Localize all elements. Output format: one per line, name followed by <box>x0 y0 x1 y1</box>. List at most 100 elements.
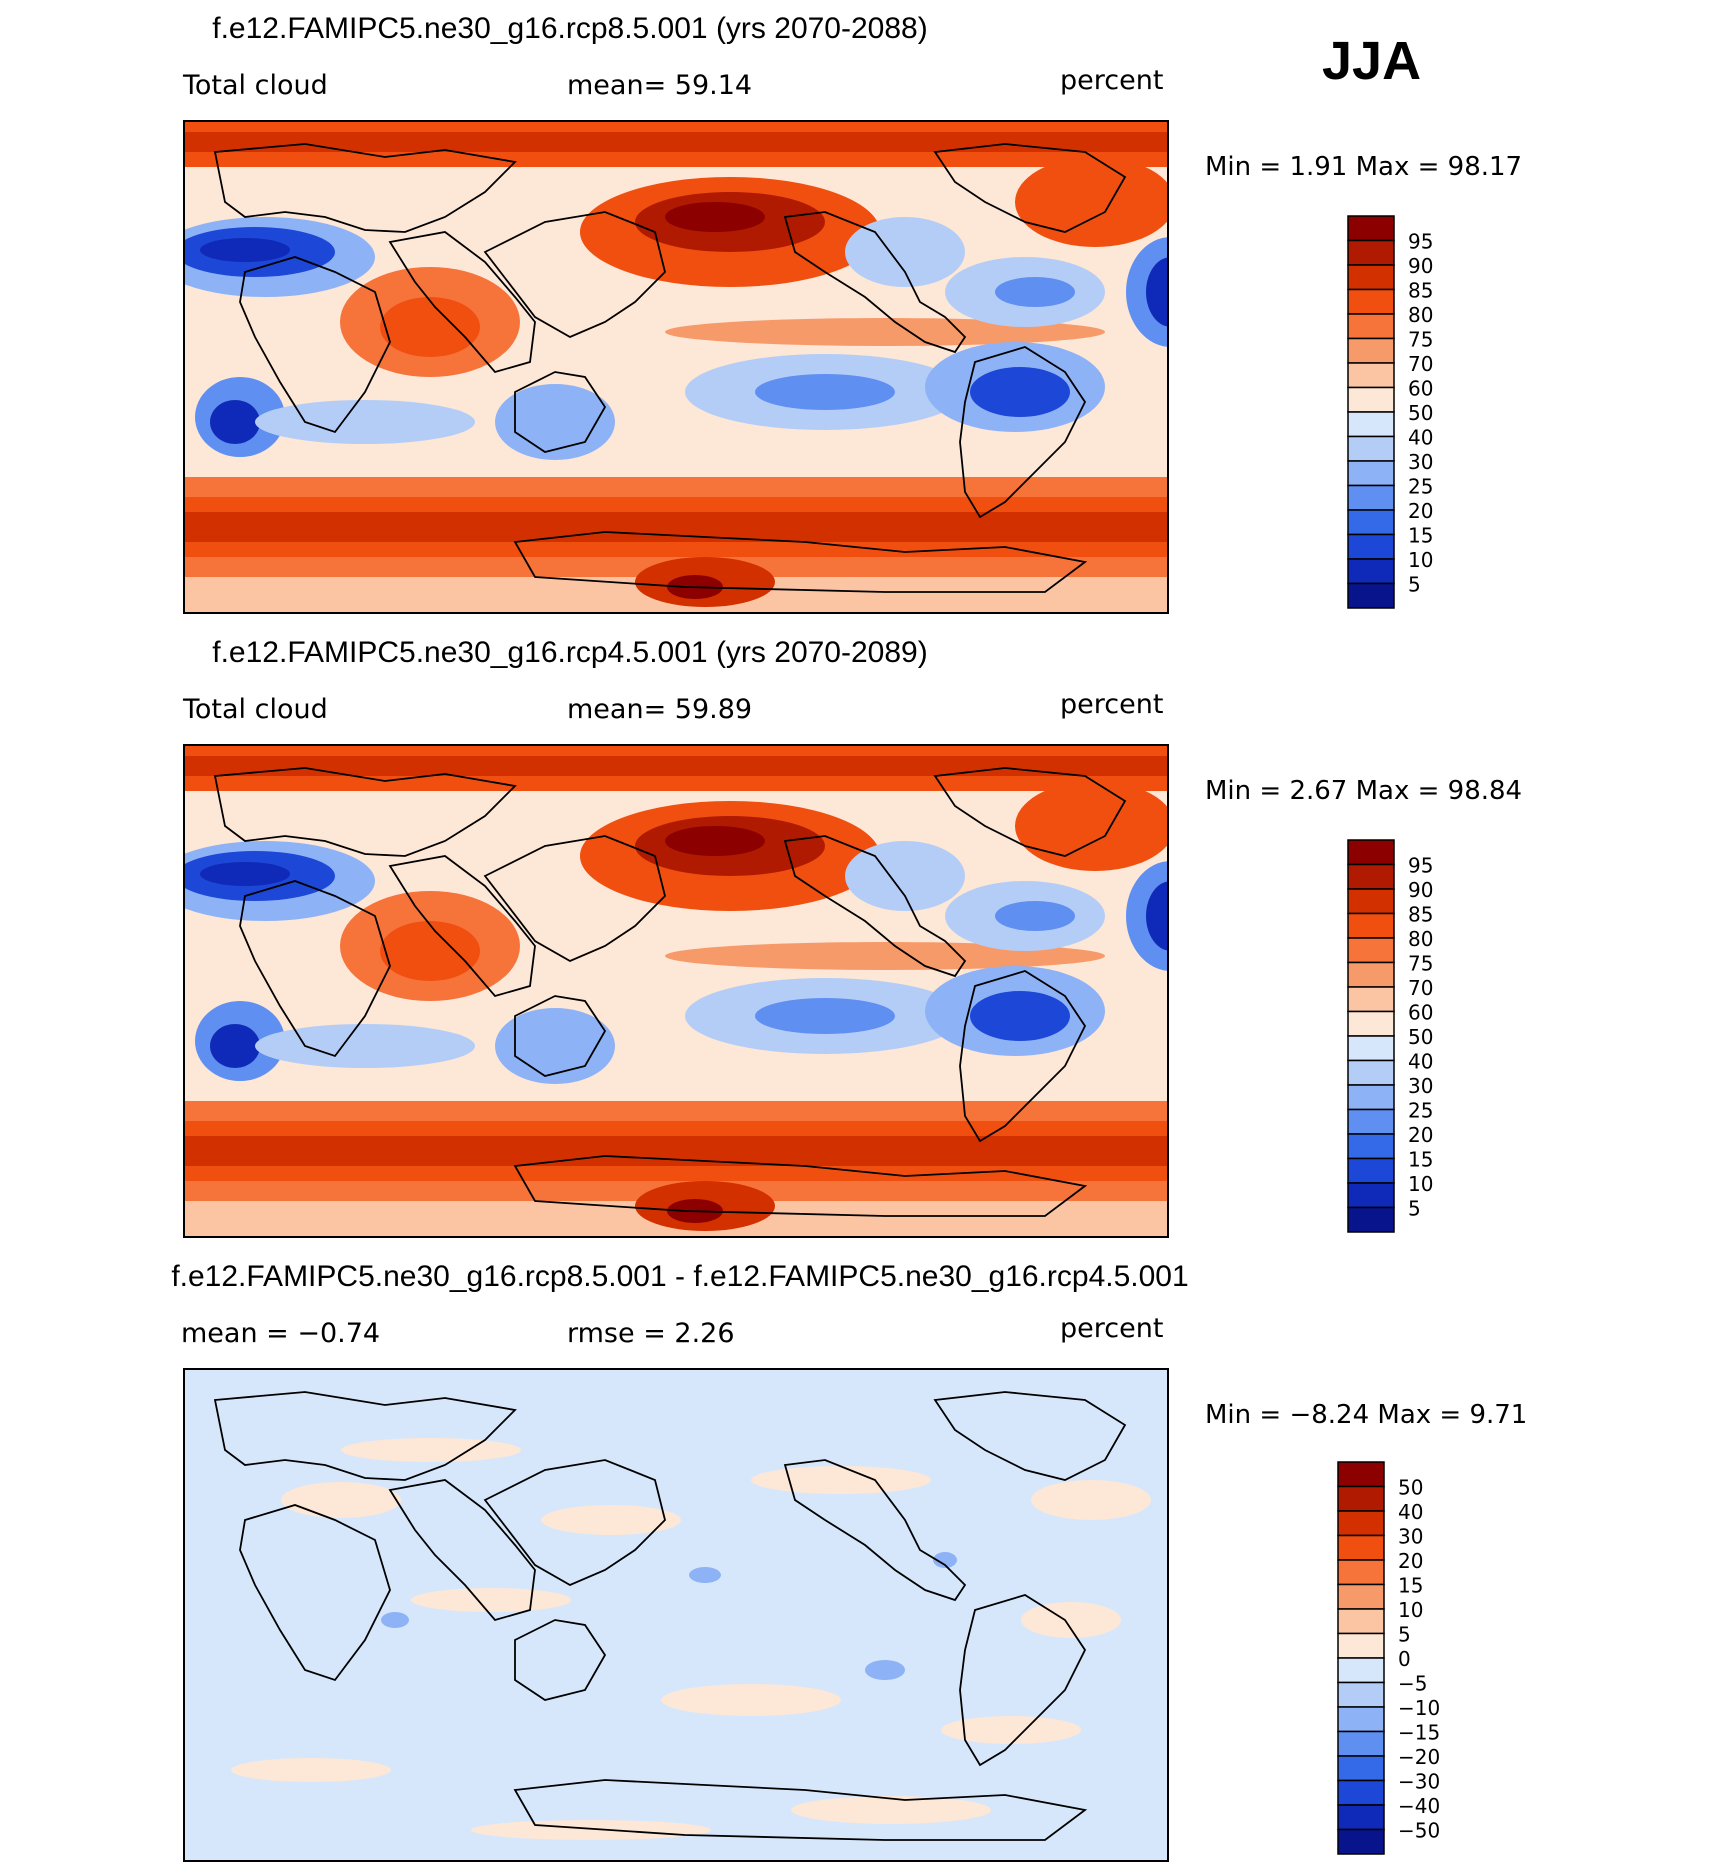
colorbar-label: −20 <box>1398 1745 1440 1769</box>
colorbar-swatch <box>1337 1583 1385 1610</box>
colorbar-swatch <box>1347 239 1395 266</box>
colorbar-label: 90 <box>1408 878 1433 902</box>
cloud-map <box>183 120 1169 614</box>
min-max-label: Min = −8.24 Max = 9.71 <box>1205 1400 1528 1430</box>
colorbar-swatch <box>1347 1059 1395 1086</box>
colorbar-swatch <box>1347 1084 1395 1111</box>
variable-label: Total cloud <box>183 70 328 101</box>
colorbar-label: −50 <box>1398 1819 1440 1843</box>
colorbar-swatch <box>1337 1804 1385 1831</box>
map-field <box>185 1370 1167 1860</box>
colorbar-swatch <box>1347 839 1395 866</box>
colorbar-swatch <box>1347 1182 1395 1209</box>
colorbar-label: 40 <box>1398 1500 1423 1524</box>
panel-title: f.e12.FAMIPC5.ne30_g16.rcp8.5.001 - f.e1… <box>171 1260 1189 1293</box>
colorbar-label: 85 <box>1408 279 1433 303</box>
rmse-label: rmse = 2.26 <box>567 1318 735 1349</box>
colorbar-label: 10 <box>1408 1172 1433 1196</box>
colorbar-swatch <box>1337 1632 1385 1659</box>
colorbar-label: −5 <box>1398 1672 1427 1696</box>
colorbar-swatch <box>1347 912 1395 939</box>
colorbar-label: 25 <box>1408 1099 1433 1123</box>
colorbar-label: 85 <box>1408 903 1433 927</box>
colorbar-swatch <box>1347 435 1395 462</box>
variable-label: Total cloud <box>183 694 328 725</box>
colorbar: 95 90 85 80 75 70 60 50 40 30 25 20 15 10 5 <box>1347 215 1508 609</box>
colorbar-swatch <box>1347 558 1395 585</box>
colorbar-label: 95 <box>1408 854 1433 878</box>
colorbar-label: 70 <box>1408 352 1433 376</box>
colorbar-label: 60 <box>1408 377 1433 401</box>
colorbar-swatch <box>1347 1133 1395 1160</box>
cloud-map <box>183 744 1169 1238</box>
mean-label: mean = −0.74 <box>181 1318 381 1349</box>
colorbar-label: 20 <box>1408 1123 1433 1147</box>
colorbar-swatch <box>1337 1657 1385 1684</box>
min-max-label: Min = 1.91 Max = 98.17 <box>1205 152 1523 182</box>
colorbar-swatch <box>1347 1157 1395 1184</box>
season-label: JJA <box>1322 31 1422 91</box>
colorbar-swatch <box>1347 1206 1395 1233</box>
colorbar-swatch <box>1337 1681 1385 1708</box>
difference-map <box>183 1368 1169 1862</box>
min-max-label: Min = 2.67 Max = 98.84 <box>1205 776 1523 806</box>
colorbar-swatch <box>1347 337 1395 364</box>
colorbar-label: 50 <box>1408 1025 1433 1049</box>
mean-label: mean= 59.14 <box>567 70 753 101</box>
mean-label: mean= 59.89 <box>567 694 753 725</box>
colorbar-swatch <box>1347 386 1395 413</box>
colorbar-swatch <box>1337 1461 1385 1488</box>
colorbar-label: 80 <box>1408 927 1433 951</box>
colorbar-swatch <box>1337 1534 1385 1561</box>
colorbar-swatch <box>1347 1035 1395 1062</box>
colorbar-label: 15 <box>1398 1574 1423 1598</box>
colorbar-label: 90 <box>1408 254 1433 278</box>
colorbar-label: 75 <box>1408 328 1433 352</box>
colorbar-swatch <box>1337 1510 1385 1537</box>
colorbar-label: 30 <box>1398 1525 1423 1549</box>
colorbar-label: 80 <box>1408 303 1433 327</box>
colorbar-swatch <box>1337 1730 1385 1757</box>
units-label: percent <box>1060 689 1164 720</box>
colorbar-swatch <box>1337 1559 1385 1586</box>
colorbar-label: 70 <box>1408 976 1433 1000</box>
colorbar-label: 25 <box>1408 475 1433 499</box>
panel-title: f.e12.FAMIPC5.ne30_g16.rcp8.5.001 (yrs 2… <box>212 12 928 45</box>
colorbar-label: −30 <box>1398 1770 1440 1794</box>
colorbar-swatch <box>1347 986 1395 1013</box>
colorbar-label: 95 <box>1408 230 1433 254</box>
colorbar-swatch <box>1347 582 1395 609</box>
colorbar-swatch <box>1347 533 1395 560</box>
colorbar-swatch <box>1347 888 1395 915</box>
colorbar-swatch <box>1347 264 1395 291</box>
colorbar-swatch <box>1347 961 1395 988</box>
colorbar-swatch <box>1337 1828 1385 1855</box>
colorbar-swatch <box>1337 1485 1385 1512</box>
colorbar-label: 0 <box>1398 1647 1411 1671</box>
colorbar-swatch <box>1347 484 1395 511</box>
colorbar-swatch <box>1347 460 1395 487</box>
colorbar-label: 5 <box>1408 573 1421 597</box>
units-label: percent <box>1060 65 1164 96</box>
colorbar-label: 5 <box>1398 1623 1411 1647</box>
colorbar-swatch <box>1347 1108 1395 1135</box>
map-field <box>185 122 1167 612</box>
panel-title: f.e12.FAMIPC5.ne30_g16.rcp4.5.001 (yrs 2… <box>212 636 928 669</box>
colorbar-swatch <box>1347 362 1395 389</box>
colorbar-label: 5 <box>1408 1197 1421 1221</box>
colorbar-label: −10 <box>1398 1696 1440 1720</box>
colorbar-label: 20 <box>1398 1549 1423 1573</box>
colorbar-swatch <box>1347 863 1395 890</box>
colorbar-label: 15 <box>1408 524 1433 548</box>
colorbar-label: 60 <box>1408 1001 1433 1025</box>
colorbar-swatch <box>1347 313 1395 340</box>
colorbar: 50 40 30 20 15 10 5 0 −5 −10 −15 −20 −30 −40 −50 <box>1337 1461 1508 1855</box>
colorbar-label: 30 <box>1408 450 1433 474</box>
colorbar-label: 50 <box>1408 401 1433 425</box>
colorbar-label: 40 <box>1408 426 1433 450</box>
colorbar-label: −15 <box>1398 1721 1440 1745</box>
colorbar-label: −40 <box>1398 1794 1440 1818</box>
